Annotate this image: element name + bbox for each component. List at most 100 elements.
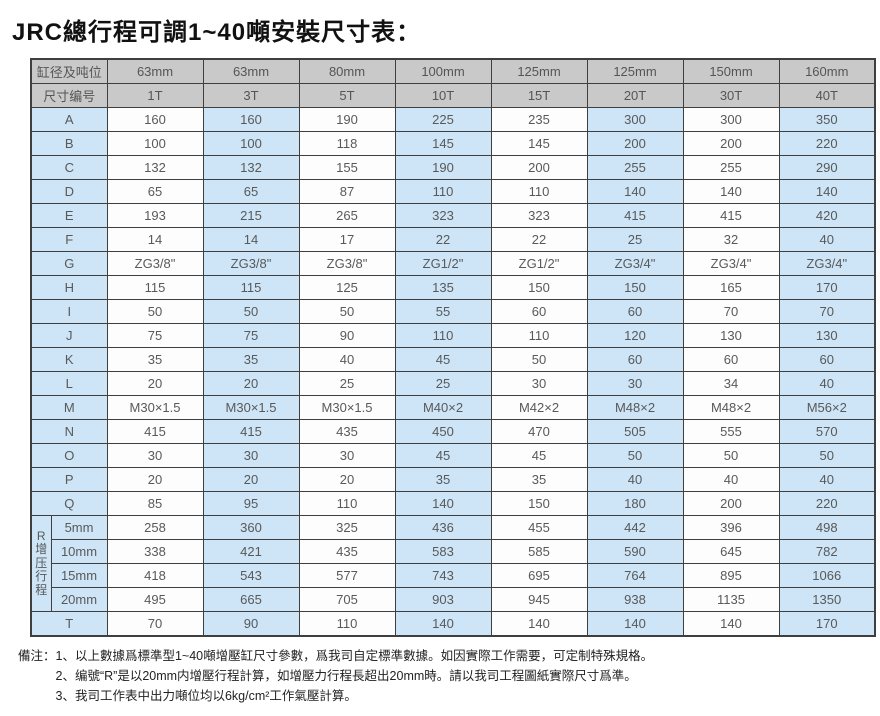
value-cell: 110 — [298, 491, 396, 516]
dim-row-C: C 132 132 155 190 200 255 255 290 — [30, 155, 876, 180]
dim-row-D: D 65 65 87 110 110 140 140 140 — [30, 179, 876, 204]
value-cell: 435 — [298, 419, 396, 444]
value-cell: 442 — [586, 515, 684, 540]
value-cell: 132 — [106, 155, 204, 180]
value-cell: 170 — [778, 275, 876, 300]
value-cell: 300 — [682, 107, 780, 132]
value-cell: 110 — [394, 323, 492, 348]
value-cell: 110 — [490, 179, 588, 204]
dim-row-I: I 50 50 50 55 60 60 70 70 — [30, 299, 876, 324]
value-cell: ZG1/2" — [490, 251, 588, 276]
value-cell: 743 — [394, 563, 492, 588]
value-cell: ZG3/4" — [682, 251, 780, 276]
value-cell: 30 — [298, 443, 396, 468]
value-cell: 35 — [202, 347, 300, 372]
value-cell: 450 — [394, 419, 492, 444]
value-cell: 695 — [490, 563, 588, 588]
value-cell: 100 — [106, 131, 204, 156]
value-cell: 90 — [298, 323, 396, 348]
value-cell: 200 — [490, 155, 588, 180]
value-cell: 45 — [394, 443, 492, 468]
value-cell: 300 — [586, 107, 684, 132]
note-item-3: 3、我司工作表中出力噸位均以6kg/cm²工作氣壓計算。 — [55, 689, 357, 703]
value-cell: 50 — [778, 443, 876, 468]
value-cell: 140 — [682, 611, 780, 637]
value-cell: 22 — [490, 227, 588, 252]
notes-label: 備注： — [18, 649, 56, 663]
row-label: D — [30, 179, 108, 204]
value-cell: 17 — [298, 227, 396, 252]
bore-header-cell: 80mm — [298, 58, 396, 84]
value-cell: 200 — [682, 131, 780, 156]
value-cell: 130 — [682, 323, 780, 348]
value-cell: 150 — [490, 491, 588, 516]
value-cell: 75 — [202, 323, 300, 348]
value-cell: ZG3/8" — [106, 251, 204, 276]
tonnage-header-cell: 30T — [682, 83, 780, 108]
value-cell: 130 — [778, 323, 876, 348]
value-cell: 160 — [106, 107, 204, 132]
value-cell: M30×1.5 — [202, 395, 300, 420]
value-cell: 40 — [778, 371, 876, 396]
corner-bore-label: 缸径及吨位 — [30, 58, 108, 84]
value-cell: M42×2 — [490, 395, 588, 420]
row-label: L — [30, 371, 108, 396]
value-cell: 555 — [682, 419, 780, 444]
value-cell: 225 — [394, 107, 492, 132]
r-sub-label: 5mm — [50, 515, 108, 540]
value-cell: 22 — [394, 227, 492, 252]
value-cell: 140 — [682, 179, 780, 204]
value-cell: 415 — [586, 203, 684, 228]
value-cell: 20 — [202, 371, 300, 396]
value-cell: 150 — [490, 275, 588, 300]
bore-header-cell: 160mm — [778, 58, 876, 84]
value-cell: 325 — [298, 515, 396, 540]
value-cell: 435 — [298, 539, 396, 564]
dimension-table: 缸径及吨位 63mm 63mm 80mm 100mm 125mm 125mm 150mm 160… — [30, 58, 877, 637]
dim-row-P: P 20 20 20 35 35 40 40 40 — [30, 467, 876, 492]
bore-header-cell: 63mm — [202, 58, 300, 84]
value-cell: 1350 — [778, 587, 876, 612]
value-cell: 360 — [202, 515, 300, 540]
value-cell: 323 — [394, 203, 492, 228]
value-cell: 665 — [202, 587, 300, 612]
value-cell: 115 — [106, 275, 204, 300]
dim-row-N: N 415 415 435 450 470 505 555 570 — [30, 419, 876, 444]
value-cell: 498 — [778, 515, 876, 540]
value-cell: 30 — [586, 371, 684, 396]
value-cell: 35 — [490, 467, 588, 492]
value-cell: 32 — [682, 227, 780, 252]
value-cell: 155 — [298, 155, 396, 180]
value-cell: 14 — [202, 227, 300, 252]
bore-header-cell: 100mm — [394, 58, 492, 84]
value-cell: 140 — [586, 179, 684, 204]
row-label: N — [30, 419, 108, 444]
value-cell: 25 — [586, 227, 684, 252]
bore-header-cell: 63mm — [106, 58, 204, 84]
bore-header-cell: 125mm — [490, 58, 588, 84]
value-cell: 903 — [394, 587, 492, 612]
value-cell: 323 — [490, 203, 588, 228]
value-cell: 583 — [394, 539, 492, 564]
value-cell: 50 — [106, 299, 204, 324]
value-cell: 35 — [106, 347, 204, 372]
dim-row-T: T 70 90 110 140 140 140 140 170 — [30, 611, 876, 637]
value-cell: 200 — [682, 491, 780, 516]
page-title: JRC總行程可調1~40噸安裝尺寸表： — [12, 19, 422, 46]
value-cell: 50 — [202, 299, 300, 324]
value-cell: 55 — [394, 299, 492, 324]
row-label: I — [30, 299, 108, 324]
value-cell: 290 — [778, 155, 876, 180]
row-label: E — [30, 203, 108, 228]
value-cell: 50 — [586, 443, 684, 468]
value-cell: 705 — [298, 587, 396, 612]
bore-header-cell: 150mm — [682, 58, 780, 84]
value-cell: 255 — [586, 155, 684, 180]
value-cell: 120 — [586, 323, 684, 348]
value-cell: 190 — [298, 107, 396, 132]
value-cell: 45 — [394, 347, 492, 372]
row-label: P — [30, 467, 108, 492]
value-cell: M40×2 — [394, 395, 492, 420]
notes: 備注： 1、以上數據爲標準型1~40噸增壓缸尺寸參數，爲我司自定標準數據。如因實… — [18, 646, 880, 706]
r-section-row-20mm: 20mm 495 665 705 903 945 938 1135 1350 — [31, 587, 876, 612]
